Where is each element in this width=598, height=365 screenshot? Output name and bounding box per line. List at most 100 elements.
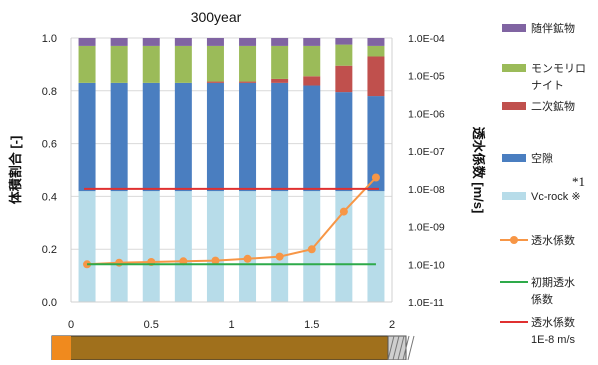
y-tick-label: 1.0 xyxy=(42,33,57,45)
y-tick-label: 0.4 xyxy=(42,191,57,203)
bar-segment xyxy=(174,45,192,83)
y-tick-label: 0.6 xyxy=(42,139,57,151)
bar-segment xyxy=(142,45,160,83)
legend-label: 1E-8 m/s xyxy=(531,334,576,346)
bar-segment xyxy=(142,191,160,302)
annotation-note: *1 xyxy=(572,174,585,189)
bar-segment xyxy=(174,191,192,302)
bar-segment xyxy=(142,82,160,192)
data-point xyxy=(115,258,124,267)
bar-segment xyxy=(206,82,224,192)
bar-segment xyxy=(110,191,128,302)
y2-tick-label: 1.0E-09 xyxy=(408,222,445,234)
bar-segment xyxy=(206,191,224,302)
bar-segment xyxy=(206,38,224,46)
data-point xyxy=(243,254,252,263)
y-tick-label: 0.0 xyxy=(42,297,57,309)
legend-label: 透水係数 xyxy=(531,234,575,247)
hatch-line xyxy=(397,335,405,361)
y2-tick-label: 1.0E-06 xyxy=(408,108,445,120)
legend-label: ナイト xyxy=(531,79,564,92)
legend-swatch xyxy=(502,64,526,72)
bar-segment xyxy=(174,38,192,46)
bar-segment xyxy=(239,81,257,83)
legend-swatch xyxy=(502,24,526,32)
bar-segment xyxy=(303,45,321,77)
bar-segment xyxy=(110,45,128,83)
bar-segment xyxy=(206,81,224,83)
x-tick-label: 1 xyxy=(228,319,234,331)
x-tick-label: 1.5 xyxy=(304,319,319,331)
bottom-strip-left-block xyxy=(52,336,71,360)
y2-tick-label: 1.0E-07 xyxy=(408,146,445,158)
bar-segment xyxy=(174,82,192,192)
bar-segment xyxy=(303,38,321,46)
y-axis-label: 体積割合 [-] xyxy=(8,136,23,205)
y-tick-label: 0.8 xyxy=(42,86,57,98)
data-point xyxy=(307,245,316,254)
data-point xyxy=(371,173,380,182)
bar-segment xyxy=(239,38,257,46)
bar-segment xyxy=(110,38,128,46)
y2-axis-label: 透水係数 [m/s] xyxy=(471,127,486,214)
series-line xyxy=(87,176,377,266)
hatch-line xyxy=(387,335,395,361)
hatch-line xyxy=(407,335,415,361)
chart-title: 300year xyxy=(191,9,242,25)
bar-segment xyxy=(271,78,289,83)
y2-tick-label: 1.0E-11 xyxy=(408,297,444,309)
legend-label: 二次鉱物 xyxy=(531,99,575,113)
y2-tick-label: 1.0E-10 xyxy=(408,259,445,271)
bar-segment xyxy=(271,191,289,302)
y2-tick-label: 1.0E-05 xyxy=(408,71,445,83)
legend-label: 透水係数 xyxy=(531,316,575,329)
legend-swatch-dot xyxy=(510,236,518,244)
legend-label: モンモリロ xyxy=(531,63,586,75)
bar-segment xyxy=(78,45,96,83)
data-point xyxy=(211,256,220,265)
legend-label: 空隙 xyxy=(531,151,553,165)
bar-segment xyxy=(239,191,257,302)
bar-segment xyxy=(78,82,96,192)
hatch-line xyxy=(392,335,400,361)
bar-segment xyxy=(239,82,257,192)
y2-tick-label: 1.0E-04 xyxy=(408,33,445,45)
bar-segment xyxy=(303,85,321,192)
legend-label: 係数 xyxy=(531,293,553,306)
bar-segment xyxy=(110,82,128,192)
bar-segment xyxy=(303,76,321,86)
x-tick-label: 0 xyxy=(68,319,74,331)
bar-segment xyxy=(78,191,96,302)
bar-segment xyxy=(367,191,385,302)
bar-segment xyxy=(335,44,353,66)
bar-segment xyxy=(271,38,289,46)
legend-label: 初期透水 xyxy=(531,275,575,289)
bar-segment xyxy=(335,191,353,302)
x-tick-label: 0.5 xyxy=(144,319,159,331)
hatch-line xyxy=(402,335,410,361)
bar-segment xyxy=(206,45,224,82)
bar-segment xyxy=(367,38,385,46)
legend-label: 随伴鉱物 xyxy=(531,21,575,35)
bar-segment xyxy=(367,56,385,97)
x-tick-label: 2 xyxy=(389,319,395,331)
bar-segment xyxy=(78,38,96,46)
bar-segment xyxy=(239,45,257,82)
legend-label: Vc-rock ※ xyxy=(531,191,581,203)
bar-segment xyxy=(271,45,289,79)
legend-swatch xyxy=(502,192,526,200)
y2-tick-label: 1.0E-08 xyxy=(408,184,445,196)
bar-segment xyxy=(367,45,385,57)
bar-segment xyxy=(335,38,353,45)
bar-segment xyxy=(271,82,289,192)
bottom-strip xyxy=(51,335,389,361)
bar-segment xyxy=(335,65,353,93)
legend-swatch xyxy=(502,102,526,110)
legend-swatch xyxy=(502,154,526,162)
y-tick-label: 0.2 xyxy=(42,244,57,256)
bar-segment xyxy=(367,96,385,192)
data-point xyxy=(339,207,348,216)
bar-segment xyxy=(142,38,160,46)
